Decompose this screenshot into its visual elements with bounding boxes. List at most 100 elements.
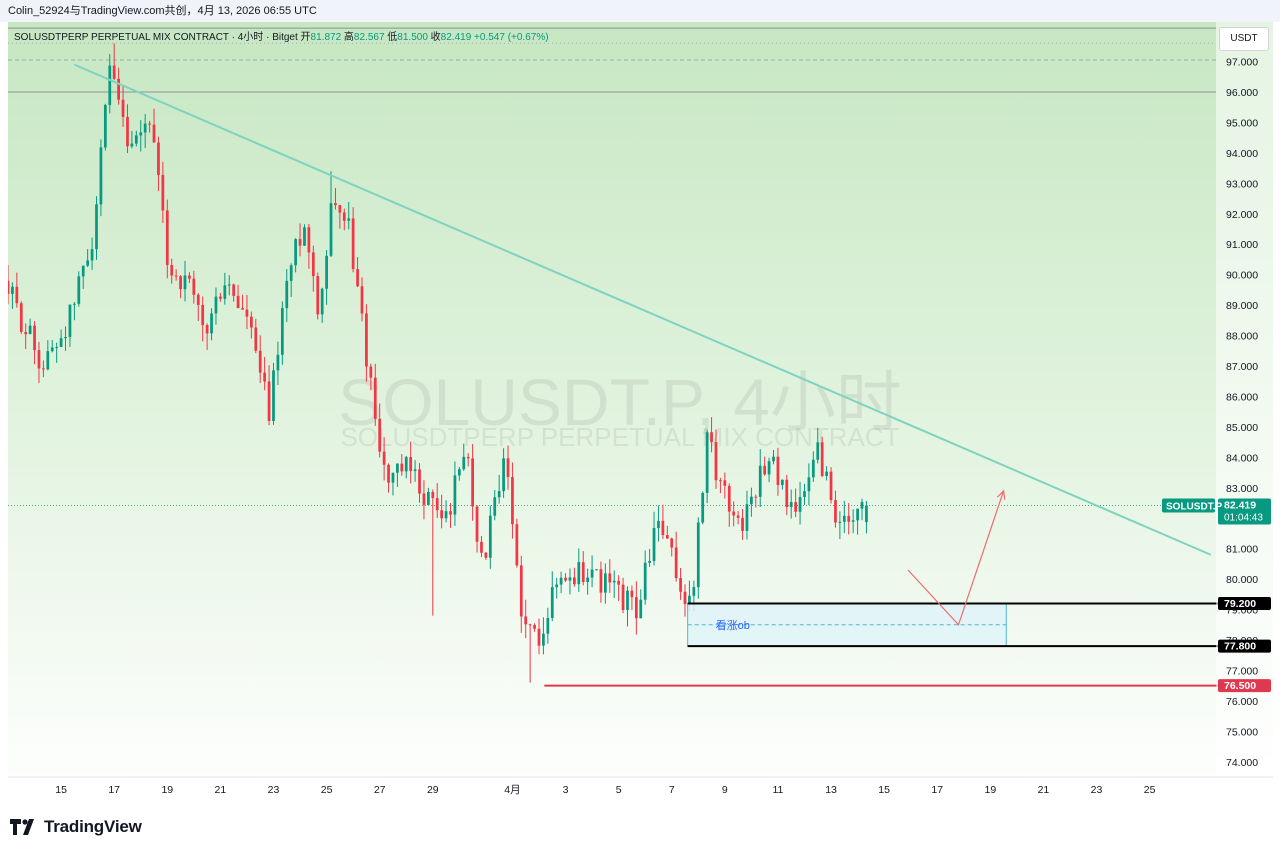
candle-body-123 [550, 587, 554, 619]
candle-body-0 [6, 280, 10, 294]
candle-body-140 [626, 590, 629, 611]
candle-body-78 [351, 218, 355, 270]
x-tick-4: 23 [268, 784, 280, 796]
x-tick-0: 15 [55, 784, 67, 796]
candle-body-97 [435, 498, 439, 511]
candle-body-12 [59, 338, 63, 347]
candle-body-54 [245, 309, 249, 317]
y-tick-18: 80.000 [1226, 574, 1258, 586]
y-tick-6: 92.000 [1226, 209, 1258, 221]
candle-body-36 [165, 210, 169, 266]
candle-body-178 [794, 502, 798, 512]
candle-body-130 [581, 562, 585, 582]
candle-body-38 [174, 275, 178, 277]
y-tick-2: 96.000 [1226, 87, 1258, 99]
candle-body-161 [719, 480, 722, 482]
x-tick-18: 21 [1038, 784, 1050, 796]
candle-body-86 [387, 464, 390, 483]
candle-body-136 [608, 573, 612, 583]
candle-body-7 [37, 350, 41, 369]
candle-body-180 [803, 491, 806, 498]
candle-body-1 [11, 286, 14, 294]
candle-body-8 [42, 368, 45, 370]
candle-body-144 [643, 562, 647, 600]
legend-change: +0.547 (+0.67%) [474, 32, 549, 43]
y-tick-14: 84.000 [1226, 452, 1258, 464]
candle-body-167 [745, 504, 749, 531]
candle-body-4 [24, 331, 28, 335]
y-tick-15: 83.000 [1226, 483, 1258, 495]
candle-body-193 [860, 502, 864, 509]
candle-body-63 [285, 280, 289, 309]
candle-body-41 [188, 275, 191, 279]
candle-body-39 [179, 276, 182, 290]
candle-body-150 [670, 538, 674, 548]
candle-body-113 [506, 458, 510, 478]
candle-body-67 [303, 227, 306, 246]
candle-body-137 [612, 580, 616, 583]
candle-body-85 [382, 451, 386, 465]
candle-body-98 [440, 510, 444, 519]
candle-body-191 [851, 520, 855, 522]
candle-body-25 [117, 78, 120, 100]
candle-body-81 [365, 313, 368, 367]
candle-body-135 [603, 573, 607, 593]
candle-body-131 [586, 577, 590, 582]
candle-body-31 [143, 123, 147, 133]
tradingview-logo-icon [10, 819, 34, 835]
candle-body-6 [33, 325, 36, 351]
candle-body-37 [170, 265, 174, 276]
tradingview-logo[interactable]: TradingView [10, 814, 142, 840]
legend-high: 82.567 [353, 32, 385, 43]
candle-body-72 [325, 255, 328, 289]
legend-close-label: 收 [430, 32, 441, 43]
candle-body-96 [431, 491, 435, 499]
projection-arrowhead [996, 489, 1006, 500]
legend-low: 81.500 [397, 32, 428, 43]
candle-body-24 [112, 65, 116, 79]
candle-body-105 [471, 458, 474, 507]
candle-body-95 [426, 491, 430, 505]
candle-body-128 [573, 577, 576, 585]
candle-body-46 [210, 313, 213, 334]
candle-body-28 [130, 143, 134, 147]
candle-body-79 [356, 269, 359, 287]
candle-body-169 [754, 496, 758, 498]
candle-body-42 [192, 278, 196, 295]
symbol-tag-bg [1162, 498, 1215, 513]
candle-body-73 [329, 203, 333, 256]
legend-symbol: SOLUSDTPERP PERPETUAL MIX CONTRACT · 4小时… [14, 32, 298, 43]
candle-body-83 [373, 377, 377, 419]
x-tick-15: 15 [878, 784, 890, 796]
candle-body-40 [183, 275, 187, 290]
candle-body-127 [568, 577, 572, 581]
candle-body-43 [196, 294, 200, 305]
y-tick-21: 77.000 [1226, 665, 1258, 677]
candle-body-134 [599, 569, 603, 593]
y-tick-17: 81.000 [1226, 544, 1258, 556]
x-tick-8: 4月 [504, 784, 520, 796]
candle-body-110 [493, 497, 497, 516]
currency-button[interactable]: USDT [1219, 27, 1269, 51]
price-chart[interactable]: SOLUSDT.P, 4小时 SOLUSDTPERP PERPETUAL MIX… [6, 22, 1273, 800]
legend-open: 81.872 [310, 32, 342, 43]
candle-body-100 [449, 511, 452, 515]
candle-body-111 [497, 491, 501, 498]
y-tick-3: 95.000 [1226, 117, 1258, 129]
watermark-subtitle: SOLUSDTPERP PERPETUAL MIX CONTRACT [340, 422, 899, 452]
candle-body-75 [338, 205, 342, 213]
symbol-tag: SOLUSDT.P [1166, 501, 1222, 512]
chart-area[interactable]: SOLUSDT.P, 4小时 SOLUSDTPERP PERPETUAL MIX… [6, 22, 1273, 800]
x-tick-16: 17 [931, 784, 943, 796]
candle-body-47 [214, 296, 218, 314]
candle-body-62 [280, 308, 284, 355]
candle-body-179 [798, 497, 802, 512]
candle-body-176 [785, 479, 789, 508]
x-tick-3: 21 [215, 784, 227, 796]
candle-body-18 [86, 260, 90, 266]
candle-body-30 [139, 132, 143, 136]
candle-body-173 [772, 456, 775, 462]
candle-body-157 [701, 492, 705, 523]
candle-body-82 [369, 366, 373, 378]
candle-body-66 [298, 239, 302, 246]
